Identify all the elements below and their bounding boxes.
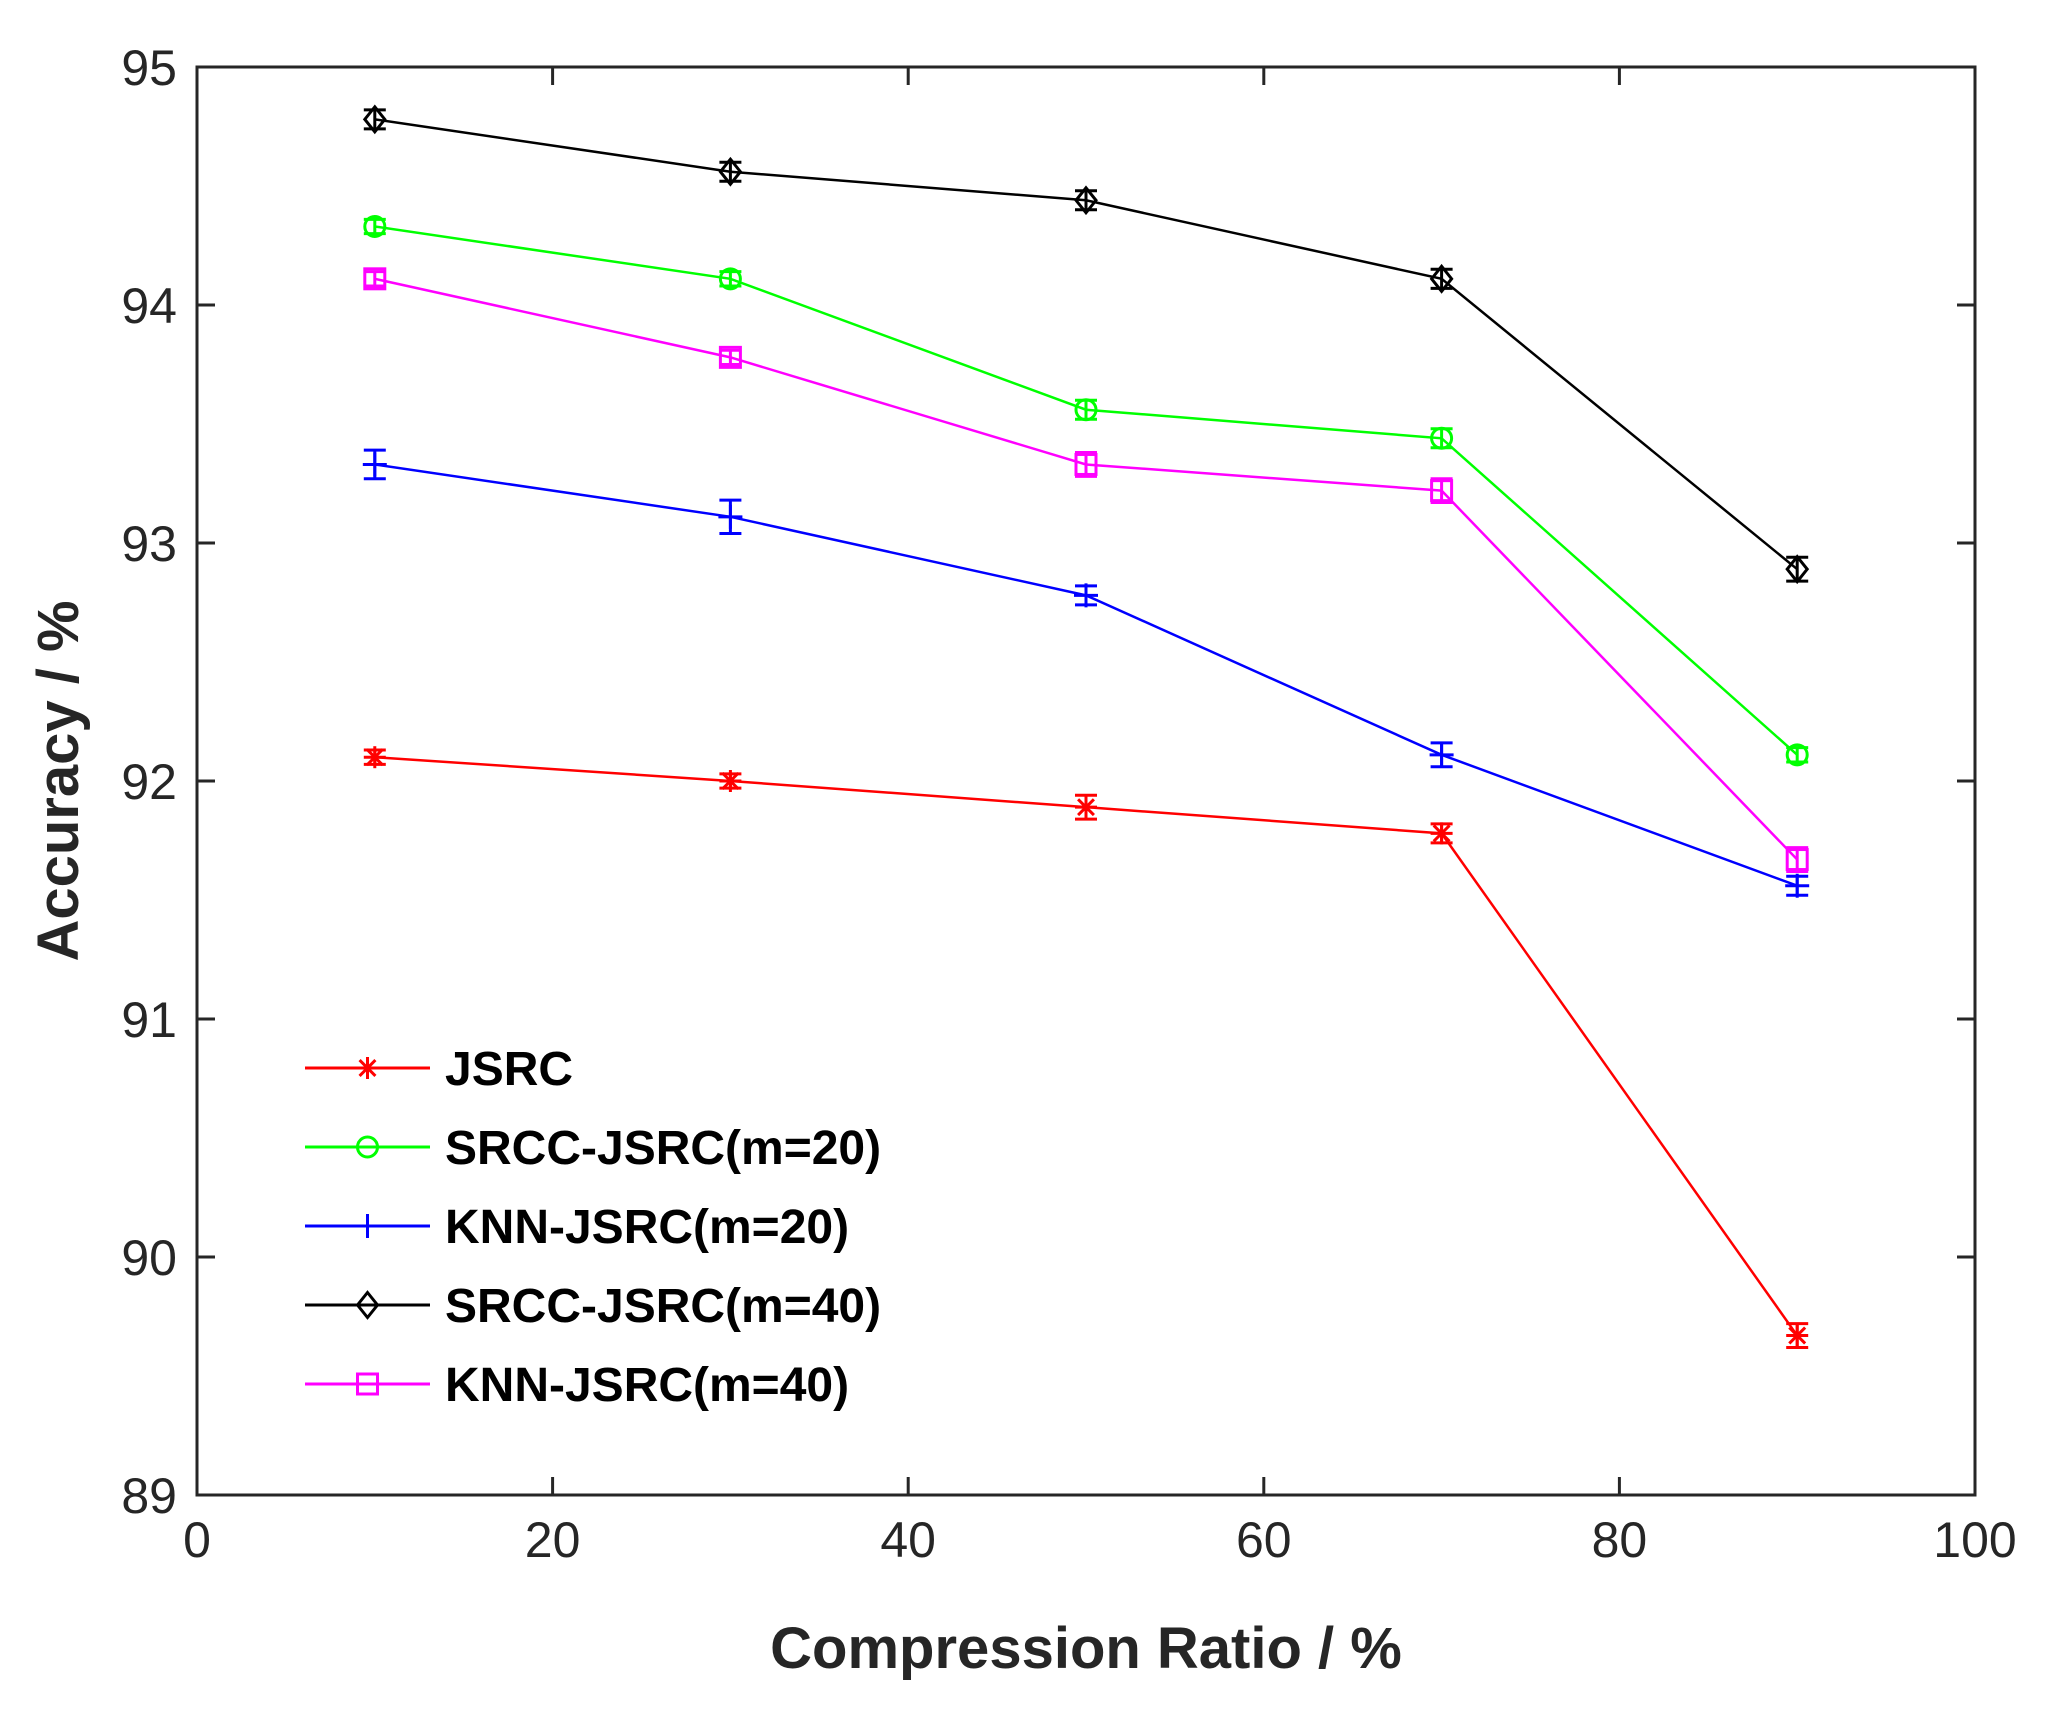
marker-asterisk-d [1432, 824, 1451, 843]
marker-square [1074, 452, 1098, 476]
marker-asterisk-d [365, 748, 384, 767]
axes-box [195, 65, 1977, 1497]
series-1 [363, 214, 1809, 767]
data-point [1429, 742, 1454, 767]
marker-circle [1430, 426, 1454, 450]
marker-diamond [355, 1290, 380, 1320]
y-tick-label: 90 [121, 1230, 177, 1286]
data-point [1074, 185, 1098, 216]
x-tick-label: 100 [1933, 1512, 2016, 1568]
marker-diamond [1074, 185, 1098, 216]
marker-square [363, 267, 387, 291]
marker-circle [718, 267, 742, 291]
legend-marker [356, 1135, 379, 1159]
legend-label: KNN-JSRC(m=40) [445, 1359, 849, 1412]
marker-diamond [1785, 554, 1810, 585]
x-tick-label: 0 [183, 1512, 211, 1568]
legend-marker [356, 1372, 379, 1396]
data-point [363, 214, 387, 238]
legend-marker [355, 1214, 380, 1238]
data-point [1430, 822, 1453, 845]
data-point [718, 345, 742, 369]
series-layer [362, 104, 1810, 1349]
marker-asterisk-d [358, 1059, 377, 1077]
data-point [363, 267, 387, 291]
legend-marker [356, 1057, 379, 1079]
marker-circle [363, 214, 387, 238]
data-point [363, 746, 386, 769]
y-tick-label: 92 [121, 754, 177, 810]
marker-diamond [718, 156, 743, 187]
data-point [1074, 583, 1098, 608]
series-4 [363, 267, 1809, 873]
data-point [1786, 1324, 1809, 1347]
marker-diamond [362, 104, 387, 135]
data-point [719, 770, 742, 792]
legend: JSRC SRCC-JSRC(m=20) KNN-JSRC(m=20) SRCC-JS… [305, 1043, 881, 1412]
data-point [1785, 554, 1810, 585]
data-point [1785, 873, 1810, 898]
data-point [1429, 263, 1454, 294]
x-tick-label: 60 [1236, 1512, 1292, 1568]
x-tick-label: 20 [525, 1512, 581, 1568]
x-tick-label: 40 [880, 1512, 936, 1568]
data-point [1785, 743, 1809, 767]
legend-item: SRCC-JSRC(m=40) [305, 1280, 881, 1333]
x-axis-ticks: 0 20 40 60 80 100 [183, 67, 2017, 1568]
marker-circle [1785, 743, 1809, 767]
marker-square [1785, 848, 1809, 872]
marker-square [356, 1372, 379, 1396]
data-point [1075, 796, 1097, 819]
series-0 [363, 746, 1809, 1349]
series-3 [362, 104, 1810, 585]
legend-item: KNN-JSRC(m=20) [305, 1201, 849, 1254]
series-2 [362, 448, 1810, 898]
marker-asterisk-d [1788, 1326, 1807, 1345]
marker-asterisk-d [1077, 798, 1095, 817]
data-point [362, 452, 387, 477]
x-tick-label: 80 [1592, 1512, 1648, 1568]
marker-circle [356, 1135, 379, 1159]
marker-circle [1074, 398, 1098, 422]
data-point [1785, 848, 1809, 872]
marker-square [718, 345, 742, 369]
y-axis-ticks: 89 90 91 92 93 94 95 [121, 40, 1975, 1524]
legend-label: JSRC [445, 1043, 573, 1096]
data-point [362, 104, 387, 135]
legend-item: JSRC [305, 1043, 573, 1096]
data-point [1430, 479, 1454, 503]
y-tick-label: 91 [121, 992, 177, 1048]
data-point [1074, 452, 1098, 476]
data-point [1430, 426, 1454, 450]
legend-item: KNN-JSRC(m=40) [305, 1359, 849, 1412]
y-axis-title: Accuracy / % [26, 600, 91, 961]
data-point [1074, 398, 1098, 422]
marker-diamond [1429, 263, 1454, 294]
legend-marker [355, 1290, 380, 1320]
legend-label: SRCC-JSRC(m=20) [445, 1122, 881, 1175]
y-tick-label: 89 [121, 1468, 177, 1524]
data-point [718, 267, 742, 291]
marker-asterisk-d [721, 772, 740, 790]
x-axis-title: Compression Ratio / % [770, 1616, 1402, 1681]
data-point [718, 156, 743, 187]
y-tick-label: 94 [121, 278, 177, 334]
y-tick-label: 93 [121, 516, 177, 572]
legend-item: SRCC-JSRC(m=20) [305, 1122, 881, 1175]
legend-label: SRCC-JSRC(m=40) [445, 1280, 881, 1333]
data-point [718, 504, 743, 529]
marker-square [1430, 479, 1454, 503]
y-tick-label: 95 [121, 40, 177, 96]
legend-label: KNN-JSRC(m=20) [445, 1201, 849, 1254]
